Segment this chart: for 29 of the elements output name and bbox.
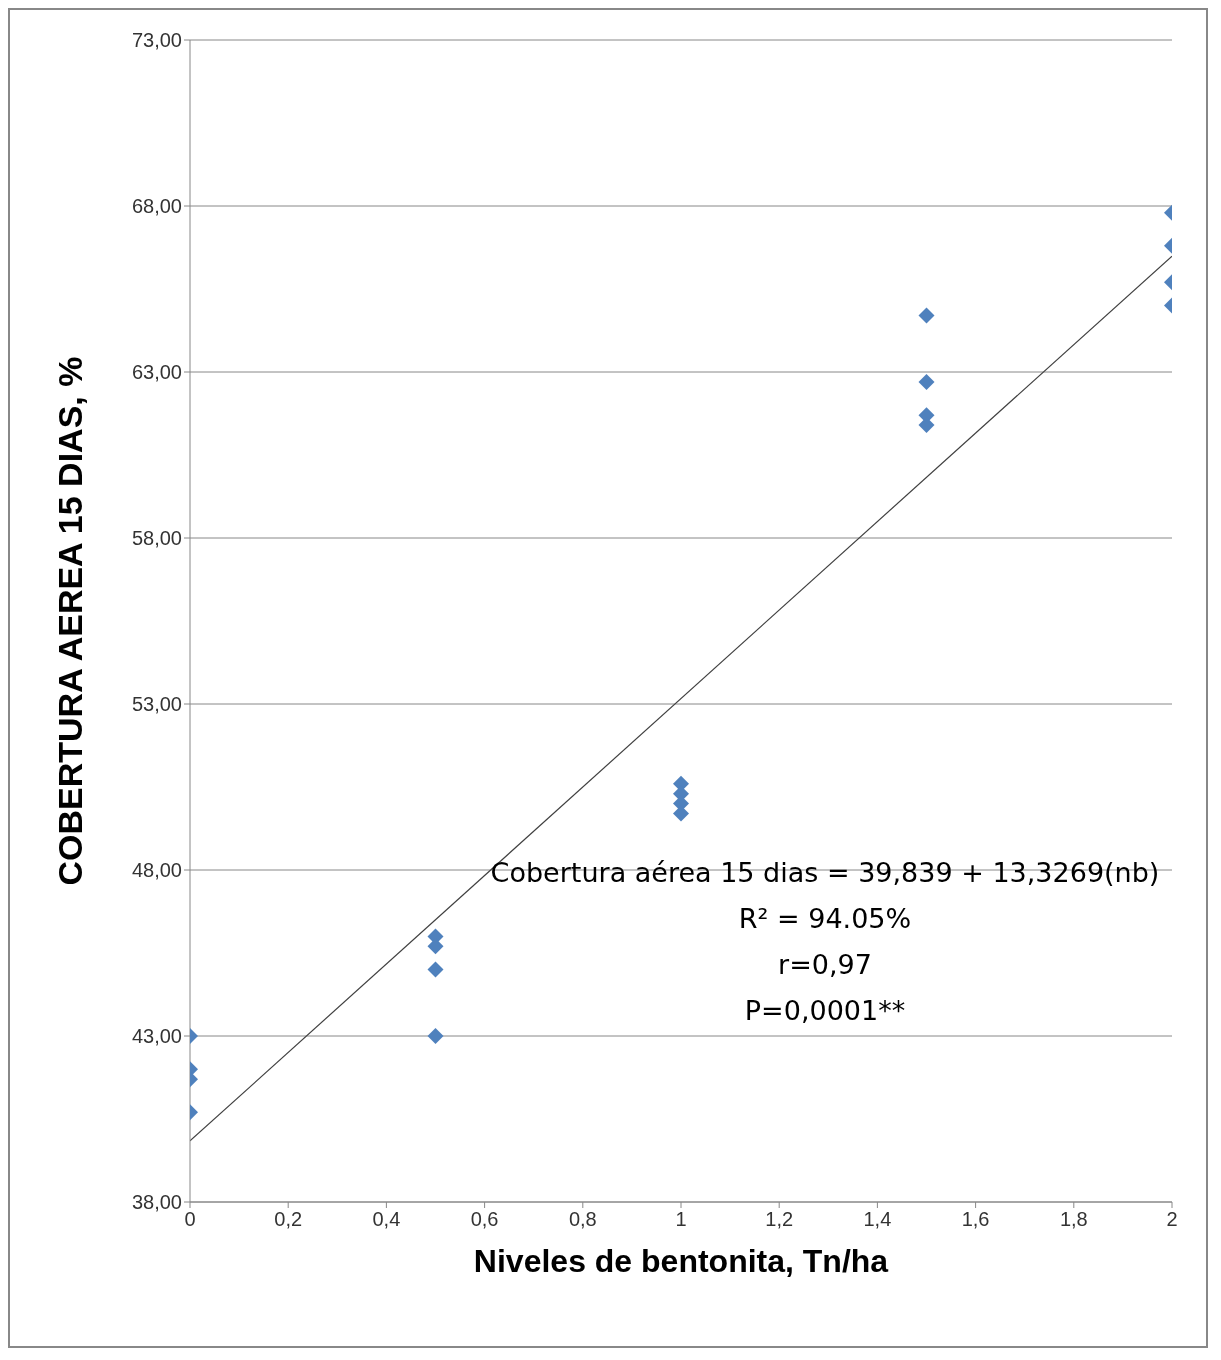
point [918, 373, 935, 390]
annotation: R² = 94.05% [737, 902, 913, 936]
x-tick-label: 0,2 [274, 1208, 303, 1230]
x-axis-title: Niveles de bentonita, Tn/ha [473, 1243, 889, 1279]
annotation: r=0,97 [777, 948, 873, 982]
x-tick-label: 0,4 [372, 1208, 401, 1230]
x-tick-label: 0,8 [568, 1208, 597, 1230]
x-tick-label: 1,4 [863, 1208, 892, 1230]
x-tick-label: 2 [1166, 1208, 1178, 1230]
y-tick-label: 63,00 [131, 361, 182, 384]
y-tick-label: 68,00 [131, 195, 182, 218]
y-tick-label: 53,00 [131, 693, 182, 716]
point [427, 961, 444, 978]
y-tick-label: 48,00 [131, 859, 182, 882]
y-tick-label: 73,00 [131, 29, 182, 52]
x-tick-label: 1,6 [961, 1208, 990, 1230]
point [918, 307, 935, 324]
x-tick-label: 1,8 [1059, 1208, 1088, 1230]
x-tick-label: 0,6 [470, 1208, 499, 1230]
annotation: P=0,0001** [743, 994, 907, 1028]
y-tick-label: 38,00 [131, 1191, 182, 1214]
y-axis-title: COBERTURA AEREA 15 DIAS, % [51, 356, 90, 886]
x-tick-label: 1 [675, 1208, 687, 1230]
y-tick-label: 58,00 [131, 527, 182, 550]
point [427, 1028, 444, 1044]
annotation: Cobertura aérea 15 dias = 39,839 + 13,3269(nb) [489, 856, 1161, 890]
x-tick-label: 1,2 [765, 1208, 794, 1230]
y-tick-label: 43,00 [131, 1025, 182, 1048]
x-tick-label: 0 [184, 1208, 196, 1230]
